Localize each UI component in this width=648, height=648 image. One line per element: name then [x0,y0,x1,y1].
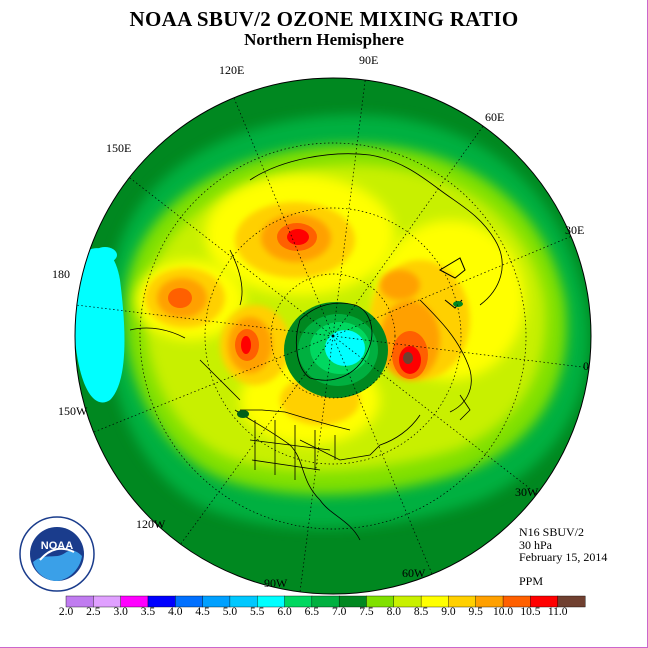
colorbar [65,595,586,608]
ozone-field [75,78,591,594]
colorbar-tick-label: 4.5 [195,606,210,618]
colorbar-tick-label: 7.0 [331,606,347,618]
lon-label-60w: 60W [402,566,426,580]
colorbar-tick-label: 8.5 [413,606,429,618]
colorbar-swatch [557,595,586,608]
lon-label-150e: 150E [106,141,132,155]
colorbar-tick-label: 5.5 [250,606,265,618]
colorbar-tick-label: 2.5 [86,606,101,618]
colorbar-tick-label: 11.0 [547,606,568,618]
colorbar-tick-label: 9.0 [441,606,456,618]
date-label: February 15, 2014 [519,550,608,564]
lon-label-90w: 90W [264,576,288,590]
colorbar-tick-label: 6.0 [277,606,292,618]
colorbar-tick-label: 7.5 [359,606,374,618]
colorbar-tick-label: 3.0 [113,606,128,618]
colorbar-tick-label: 2.0 [58,606,74,618]
instrument-label: N16 SBUV/2 [519,525,585,539]
noaa-logo: NOAA [19,516,95,592]
lon-label-120w: 120W [136,517,166,531]
lon-label-120e: 120E [219,63,245,77]
colorbar-tick-label: 4.0 [168,606,183,618]
colorbar-tick-label: 6.5 [304,606,320,618]
noaa-logo-text: NOAA [41,540,73,552]
colorbar-tick-label: 5.0 [222,606,238,618]
lon-label-90e: 90E [359,53,379,67]
colorbar-tick-label: 3.5 [140,606,156,618]
map-subtitle: Northern Hemisphere [244,30,404,49]
map-title: NOAA SBUV/2 OZONE MIXING RATIO [129,7,519,31]
colorbar-tick-label: 10.0 [493,606,514,618]
colorbar-tick-label: 8.0 [386,606,401,618]
units-label: PPM [519,574,544,588]
colorbar-tick-label: 9.5 [468,606,483,618]
lon-label-30w: 30W [515,485,539,499]
lon-label-60e: 60E [485,110,505,124]
colorbar-tick-label: 10.5 [520,606,541,618]
lon-label-150w: 150W [58,404,88,418]
pressure-level-label: 30 hPa [519,538,552,552]
lon-label-30e: 30E [565,223,585,237]
lon-label-0: 0 [583,359,589,373]
lon-label-180: 180 [52,267,70,281]
